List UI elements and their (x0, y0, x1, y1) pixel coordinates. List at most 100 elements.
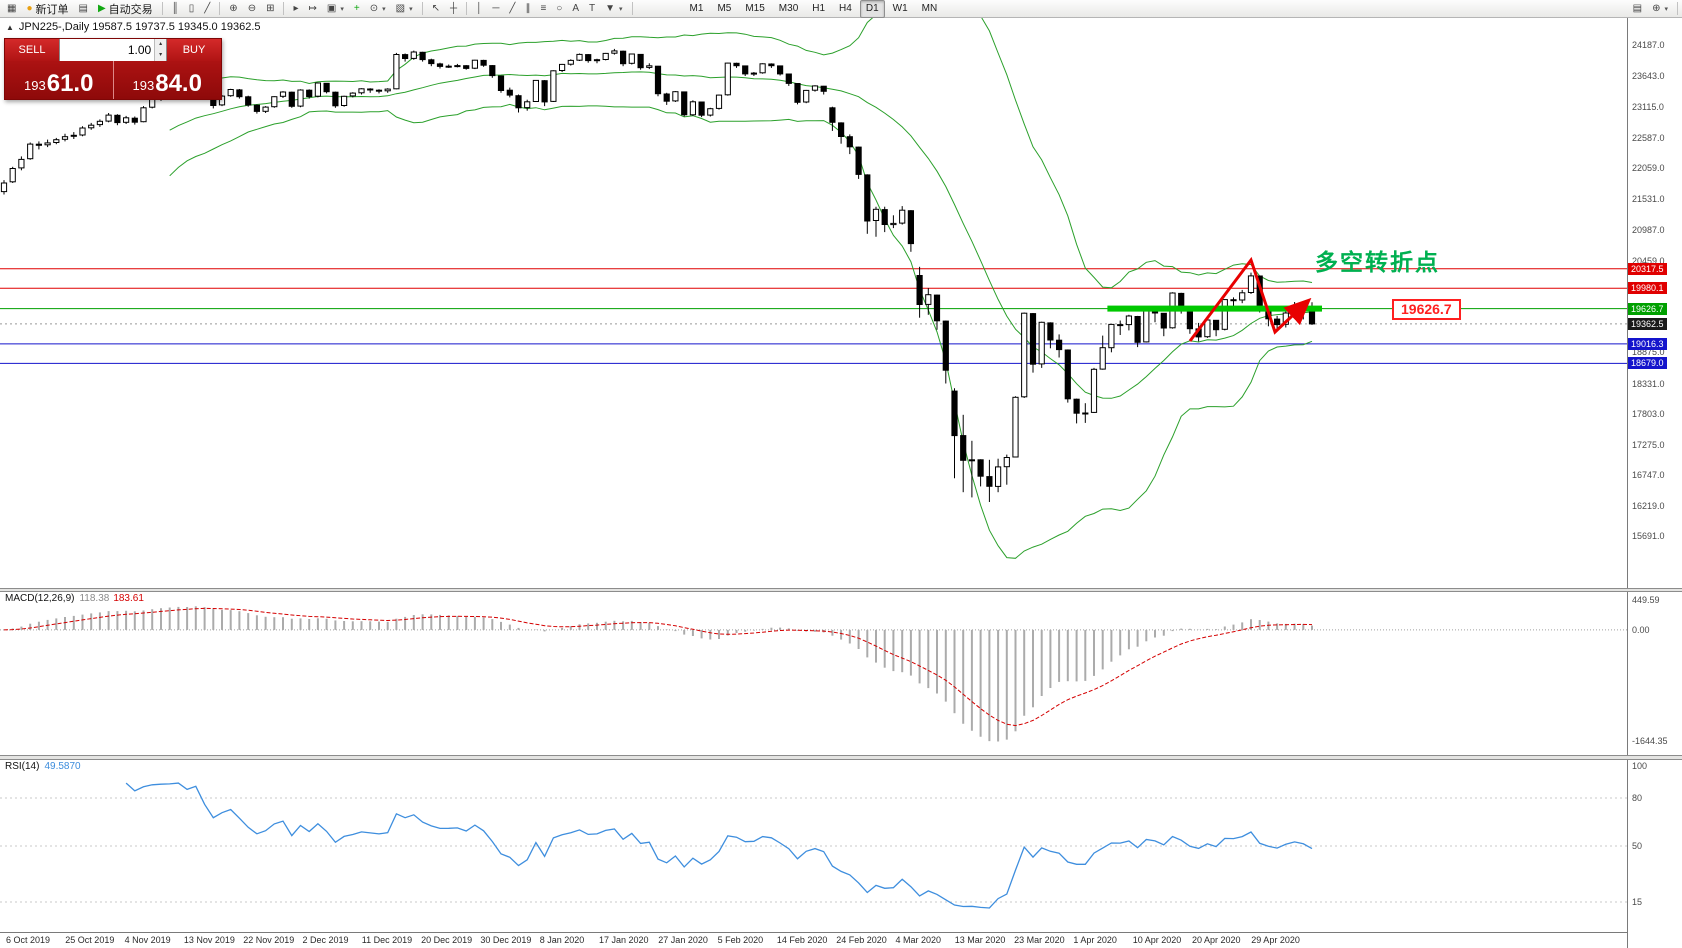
sell-button[interactable]: SELL (5, 39, 59, 61)
timeframe-m30-button[interactable]: M30 (778, 3, 799, 14)
level-price-label[interactable]: 19626.7 (1392, 299, 1461, 320)
candle[interactable] (803, 89, 810, 103)
chart-shift-button[interactable]: ↦ (305, 0, 321, 18)
candle[interactable] (489, 65, 496, 77)
candle[interactable] (515, 95, 522, 109)
candle[interactable] (454, 65, 461, 68)
candle[interactable] (559, 63, 566, 72)
trend-arrow[interactable] (1188, 256, 1312, 342)
candle[interactable] (995, 466, 1002, 487)
timeframe-m5-button[interactable]: M5 (717, 3, 732, 14)
candle[interactable] (341, 95, 348, 107)
candle[interactable] (471, 59, 478, 69)
date-axis[interactable]: 6 Oct 2019 25 Oct 2019 4 Nov 2019 13 Nov 20… (0, 932, 1627, 948)
candle[interactable] (925, 294, 932, 305)
candle[interactable] (855, 146, 862, 175)
candle[interactable] (637, 53, 644, 69)
candle[interactable] (724, 62, 731, 96)
candle[interactable] (811, 85, 819, 91)
candle[interactable] (262, 106, 269, 112)
candle[interactable] (9, 168, 16, 183)
timeframe-h1-button[interactable]: H1 (812, 3, 826, 14)
candle[interactable] (593, 59, 601, 62)
indicators-button[interactable]: + (350, 0, 364, 18)
candle[interactable] (1117, 324, 1124, 327)
candle[interactable] (916, 275, 923, 305)
candle[interactable] (933, 294, 941, 322)
candle[interactable] (733, 62, 740, 67)
candle[interactable] (602, 52, 609, 61)
candle[interactable] (358, 88, 365, 94)
candle[interactable] (532, 79, 539, 103)
main-chart-pane[interactable] (0, 18, 1627, 588)
shapes-button[interactable]: ○ (552, 0, 566, 18)
window-list-button[interactable]: ▤ (1629, 0, 1646, 18)
candle[interactable] (253, 104, 261, 112)
candle[interactable] (497, 75, 505, 91)
candle[interactable] (715, 94, 723, 109)
candle[interactable] (1230, 299, 1237, 302)
candle[interactable] (349, 92, 356, 97)
candle[interactable] (881, 209, 888, 226)
candle[interactable] (105, 114, 112, 122)
candle[interactable] (1125, 315, 1133, 326)
terminal-button[interactable]: ▤ (75, 0, 92, 18)
channel-button[interactable]: ∥ (521, 0, 534, 18)
candle[interactable] (384, 88, 391, 92)
candle[interactable] (611, 50, 618, 54)
candle[interactable] (367, 88, 374, 91)
text-label-button[interactable]: T (585, 0, 599, 18)
candle[interactable] (576, 53, 583, 61)
candle[interactable] (750, 72, 757, 75)
timeframe-d1-button[interactable]: D1 (859, 0, 885, 18)
candle[interactable] (410, 51, 417, 59)
candle[interactable] (1003, 457, 1010, 468)
templates-button[interactable]: ▧ ▾ (392, 0, 417, 18)
candle[interactable] (864, 174, 871, 222)
candle[interactable] (0, 182, 8, 193)
pane-separator-rsi[interactable] (0, 755, 1682, 760)
candle[interactable] (1021, 312, 1028, 398)
candle[interactable] (375, 89, 383, 92)
periods-button[interactable]: ⊙ ▾ (366, 0, 390, 18)
candle[interactable] (707, 108, 714, 116)
new-order-button[interactable]: ● 新订单 (22, 0, 72, 18)
candle[interactable] (681, 91, 688, 116)
candle[interactable] (236, 89, 243, 98)
line-chart-button[interactable]: ╱ (200, 0, 214, 18)
candle[interactable] (1082, 412, 1089, 415)
candle[interactable] (227, 89, 234, 97)
candle[interactable] (314, 82, 321, 97)
candle[interactable] (402, 54, 409, 59)
candle[interactable] (306, 89, 313, 98)
candle[interactable] (1029, 313, 1037, 365)
candle[interactable] (977, 459, 984, 477)
candle[interactable] (1178, 292, 1185, 307)
candle[interactable] (70, 134, 77, 137)
candle[interactable] (838, 122, 845, 138)
candle[interactable] (698, 101, 705, 116)
timeframe-h4-button[interactable]: H4 (839, 3, 852, 14)
candle[interactable] (428, 59, 435, 65)
turning-point-annotation[interactable]: 多空转折点 (1315, 249, 1440, 275)
candle[interactable] (1012, 396, 1019, 458)
macd-pane[interactable] (0, 592, 1627, 755)
candle[interactable] (1064, 349, 1071, 400)
candle[interactable] (1099, 347, 1106, 370)
candle[interactable] (480, 59, 487, 66)
tile-windows-button[interactable]: ⊞ (262, 0, 278, 18)
candle[interactable] (79, 127, 86, 136)
candle[interactable] (1090, 368, 1098, 413)
trendline-button[interactable]: ╱ (505, 0, 519, 18)
candle[interactable] (672, 91, 679, 102)
timeframe-mn-button[interactable]: MN (921, 3, 938, 14)
candle[interactable] (18, 158, 25, 169)
bar-chart-button[interactable]: ║ (168, 0, 183, 18)
candle[interactable] (759, 63, 766, 74)
candle[interactable] (88, 124, 95, 129)
candle[interactable] (742, 65, 749, 75)
candle[interactable] (890, 222, 897, 226)
candle[interactable] (332, 91, 339, 107)
candle[interactable] (646, 65, 653, 68)
buy-price[interactable]: 193 84.0 (113, 61, 221, 99)
